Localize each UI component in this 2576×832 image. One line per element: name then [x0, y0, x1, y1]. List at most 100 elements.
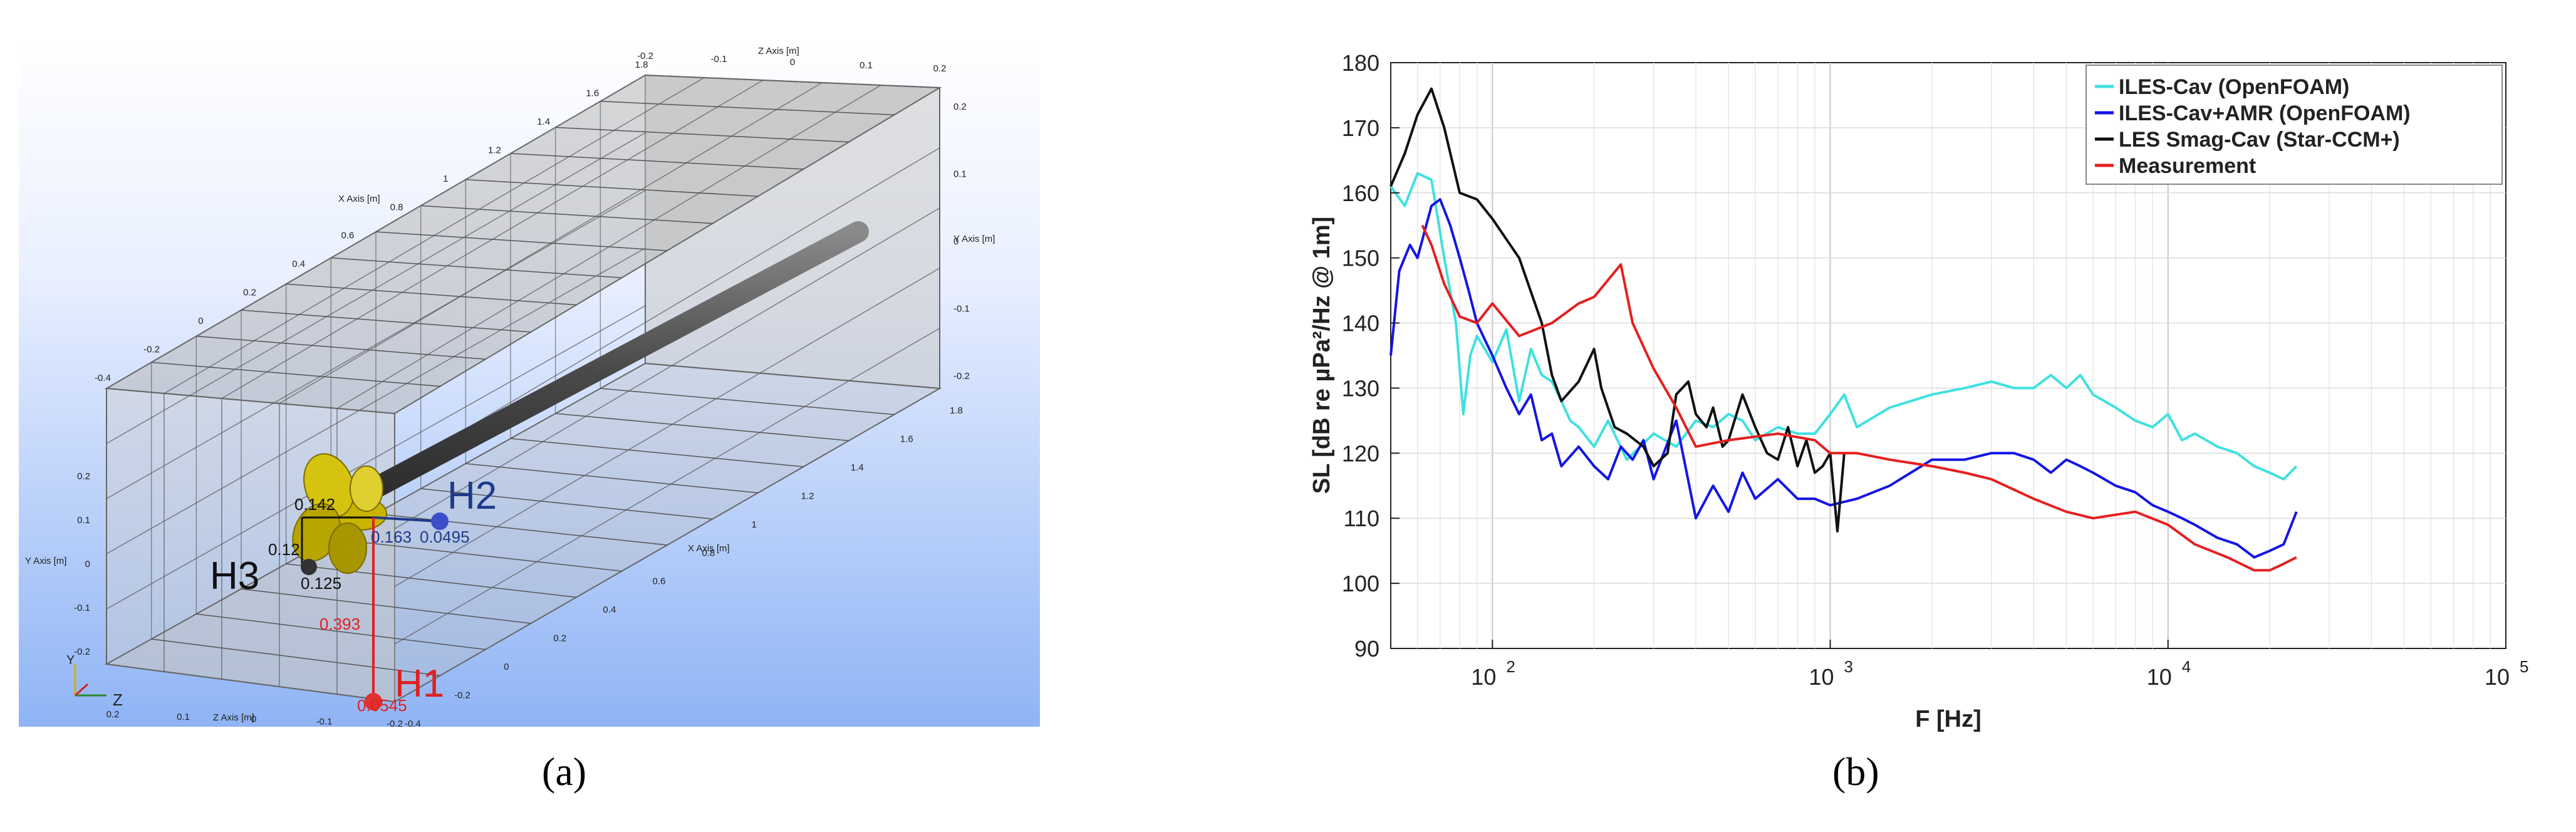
x-lower-tick-label: 1 [752, 519, 757, 530]
triad-z-label: Z [113, 690, 123, 709]
x-lower-tick-label: -0.2 [454, 690, 470, 701]
caption-b: (b) [1832, 749, 1879, 794]
x-lower-tick-label: 0.8 [702, 548, 715, 558]
y-tick-label: 110 [1344, 506, 1379, 531]
z-bottom-tick-label: 0.2 [106, 709, 120, 720]
h2-offset-value: 0.0495 [420, 528, 470, 546]
x-tick-label: 10 [1471, 664, 1496, 690]
x-upper-tick-label: 1.4 [537, 117, 550, 127]
triad-y-label: Y [66, 653, 75, 667]
y-axis-title-left: Y Axis [m] [25, 556, 66, 566]
y-left-tick-label: -0.2 [74, 647, 90, 657]
z-axis-title-bottom: Z Axis [m] [213, 712, 254, 723]
y-right-tick-label: 0.2 [953, 101, 967, 112]
x-upper-tick-label: 0 [198, 316, 203, 326]
z-top-tick-label: 0.1 [860, 60, 873, 71]
y-left-tick-label: 0.2 [77, 471, 90, 482]
x-tick-exponent: 2 [1506, 657, 1515, 676]
box-grid-lines [106, 77, 940, 694]
h2-distance-value: 0.163 [371, 528, 412, 546]
y-tick-label: 130 [1342, 375, 1379, 401]
y-right-tick-label: -0.1 [953, 304, 970, 315]
h1-offset-value: 0.0545 [357, 696, 407, 715]
x-upper-tick-label: 1 [443, 174, 448, 184]
y-tick-label: 180 [1342, 50, 1379, 76]
hydrophone-h3-marker [301, 559, 317, 575]
x-lower-tick-label: -0.4 [405, 719, 421, 727]
y-left-tick-label: -0.1 [74, 603, 90, 613]
x-lower-tick-label: 1.4 [851, 462, 864, 473]
y-tick-labels: 90 100 110 120 130 140 150 160 170 180 [1342, 50, 1400, 662]
x-lower-tick-label: 0 [504, 662, 509, 672]
x-lower-tick-label: 0.4 [603, 605, 616, 615]
x-upper-tick-label: 1.6 [586, 88, 599, 98]
x-lower-tick-label: 0.6 [652, 576, 665, 587]
y-left-tick-label: 0 [85, 559, 90, 569]
z-top-tick-label: 0 [790, 57, 795, 68]
y-left-tick-label: 0.1 [77, 515, 90, 526]
propeller-shaft [334, 221, 869, 515]
y-axis-title-right: Y Axis [m] [953, 234, 995, 244]
chart-series [1389, 87, 2298, 572]
x-upper-tick-label: 0.8 [390, 202, 403, 212]
y-right-tick-label: 0 [953, 236, 958, 247]
y-tick-label: 100 [1342, 571, 1379, 596]
legend-box [2085, 65, 2503, 185]
legend-entry-label: ILES-Cav (OpenFOAM) [2119, 75, 2349, 99]
z-top-tick-label: 0.2 [933, 63, 947, 74]
y-right-tick-label: -0.2 [953, 371, 970, 382]
x-tick-label: 10 [2485, 664, 2510, 690]
legend-entry-label: LES Smag-Cav (Star-CCM+) [2119, 128, 2400, 152]
chart-grid [1391, 63, 2506, 648]
x-upper-tick-label: -0.4 [95, 373, 111, 383]
x-tick-exponent: 4 [2182, 657, 2191, 676]
series-line-0 [1389, 172, 2298, 481]
z-axis-title-top: Z Axis [m] [758, 46, 799, 56]
z-top-tick-label: -0.2 [637, 51, 653, 61]
x-upper-tick-label: 0.4 [292, 259, 305, 269]
z-bottom-tick-label: 0.1 [177, 712, 190, 722]
series-line-1 [1389, 198, 2298, 559]
hydrophone-h3-label: H3 [210, 554, 259, 598]
x-upper-tick-label: 0.6 [341, 231, 354, 241]
dimension-142-value: 0.142 [294, 495, 335, 514]
hydrophone-h1-label: H1 [395, 662, 444, 705]
x-lower-tick-label: 0.2 [553, 633, 566, 644]
x-axis-title-lower: X Axis [m] [688, 543, 730, 554]
x-lower-tick-label: 1.2 [801, 491, 814, 501]
y-tick-label: 150 [1342, 246, 1379, 271]
y-axis-label: SL [dB re µPa²/Hz @ 1m] [1309, 217, 1335, 494]
series-line-2 [1389, 87, 1846, 533]
hydrophone-h2-marker [431, 512, 449, 530]
x-lower-tick-label: 1.8 [950, 405, 963, 416]
chart-legend: ILES-Cav (OpenFOAM)ILES-Cav+AMR (OpenFOA… [2085, 65, 2503, 185]
axes-triad: Y Z [66, 653, 123, 709]
x-tick-exponent: 3 [1844, 657, 1853, 676]
caption-a: (a) [542, 749, 587, 794]
axis-tick-labels: 1.81.61.41.210.80.60.40.20-0.2-0.41.81.6… [74, 51, 970, 727]
x-upper-tick-label: 0.2 [243, 288, 256, 298]
z-bottom-tick-label: -0.2 [387, 719, 403, 727]
h3-offset-value: 0.12 [268, 540, 300, 559]
y-tick-label: 170 [1342, 115, 1379, 141]
x-upper-tick-label: 1.2 [488, 145, 501, 155]
x-tick-label: 10 [1809, 664, 1834, 690]
x-tick-labels: 10 2 10 3 10 4 10 5 [1471, 640, 2528, 690]
x-upper-tick-label: 1.8 [635, 60, 648, 70]
x-upper-tick-label: -0.2 [143, 345, 160, 355]
x-axis-label: F [Hz] [1915, 706, 1981, 732]
x-lower-tick-label: 1.6 [900, 434, 913, 444]
y-right-tick-label: 0.1 [953, 169, 967, 180]
y-tick-label: 140 [1342, 311, 1379, 336]
z-bottom-tick-label: -0.1 [316, 716, 333, 727]
series-line-3 [1421, 224, 2297, 572]
z-bottom-tick-label: 0 [251, 714, 256, 725]
x-tick-exponent: 5 [2520, 657, 2528, 676]
y-tick-label: 160 [1342, 180, 1379, 206]
hydrophone-h1-marker [365, 693, 382, 710]
legend-entry-label: Measurement [2119, 154, 2256, 178]
dimension-line-h2 [373, 516, 439, 523]
y-tick-label: 120 [1342, 440, 1379, 466]
hydrophone-h2-label: H2 [447, 474, 497, 517]
